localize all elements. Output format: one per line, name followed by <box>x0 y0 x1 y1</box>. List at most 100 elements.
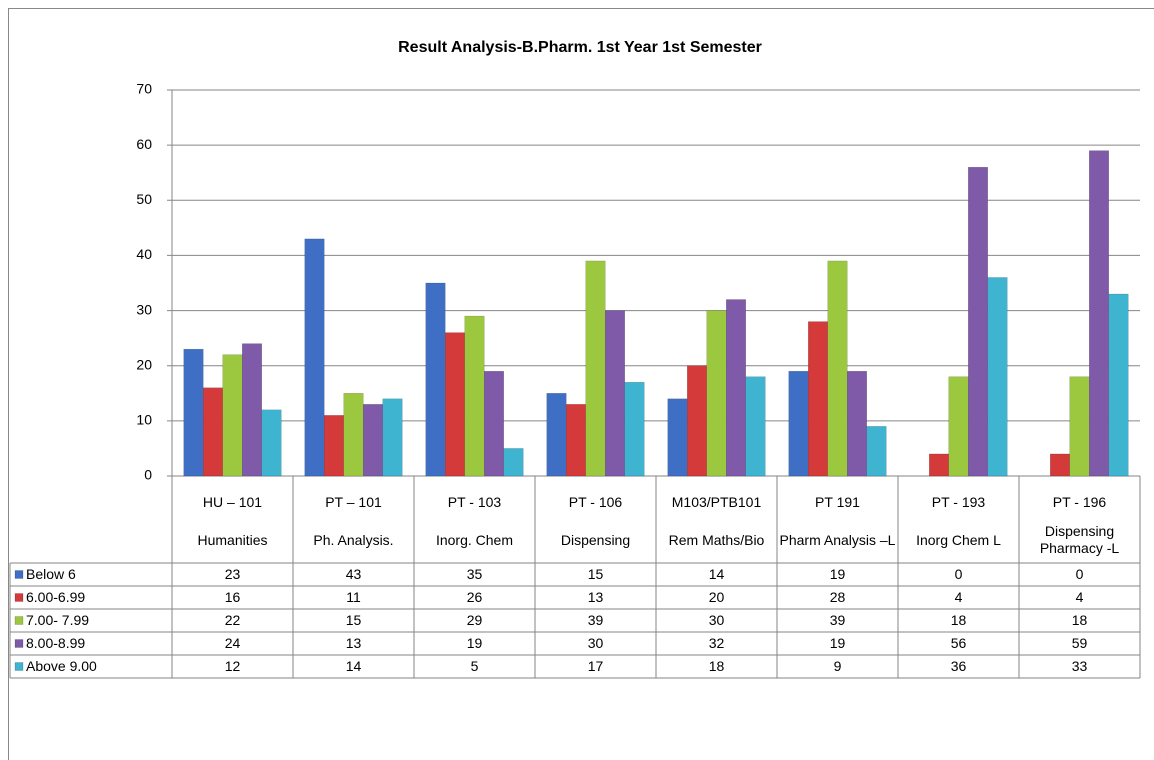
table-value: 35 <box>467 566 483 582</box>
table-value: 20 <box>709 589 725 605</box>
table-value: 26 <box>467 589 483 605</box>
bar <box>948 376 969 477</box>
table-value: 30 <box>588 635 604 651</box>
x-tick-label-box: PT 191 <box>815 493 860 510</box>
bar <box>242 343 262 477</box>
legend-key <box>14 616 24 625</box>
bar <box>624 382 645 477</box>
bar <box>667 398 688 477</box>
x-tick-label-box: PT - 196 <box>1053 494 1106 510</box>
table-value: 56 <box>951 635 967 651</box>
table-value: 18 <box>1072 612 1088 628</box>
legend-key <box>14 593 24 602</box>
table-value: 14 <box>709 566 725 582</box>
table-value: 4 <box>1076 589 1084 605</box>
bar <box>987 277 1008 477</box>
category-name-box: Inorg Chem L <box>916 531 1001 548</box>
table-value: 33 <box>1072 658 1088 674</box>
table-value: 5 <box>471 658 479 674</box>
x-tick-label: M103/PTB101 <box>671 493 762 510</box>
bar <box>261 409 282 477</box>
bar <box>343 393 364 477</box>
x-tick-label: HU – 101 <box>202 493 263 510</box>
table-value: 13 <box>588 589 604 605</box>
bar <box>546 393 567 477</box>
category-name: Humanities <box>197 531 268 548</box>
bar <box>687 365 707 477</box>
category-name: Inorg. Chem <box>435 531 514 548</box>
y-tick-label: 70 <box>136 81 152 97</box>
category-name: Inorg Chem L <box>916 531 1001 548</box>
table-value: 32 <box>709 635 725 651</box>
bar <box>363 404 383 477</box>
table-value: 39 <box>588 612 604 628</box>
bar <box>382 398 403 477</box>
table-value: 19 <box>467 635 483 651</box>
bar <box>1108 293 1129 477</box>
table-value: 13 <box>346 635 362 651</box>
table-value: 30 <box>709 612 725 628</box>
bar <box>203 387 223 477</box>
bar <box>503 448 524 477</box>
bar <box>929 453 949 477</box>
table-value: 17 <box>588 658 604 674</box>
category-name: Dispensing Pharmacy -L <box>1039 523 1120 556</box>
table-value: 0 <box>1076 566 1084 582</box>
bar <box>585 260 606 477</box>
bar <box>808 321 828 477</box>
bar <box>968 166 988 477</box>
legend-label: Below 6 <box>26 566 76 582</box>
x-tick-label: PT 191 <box>815 493 860 510</box>
y-tick-label: 60 <box>136 136 152 152</box>
table-value: 22 <box>225 612 241 628</box>
x-tick-label: PT - 103 <box>447 493 502 510</box>
table-value: 15 <box>346 612 362 628</box>
category-name: Pharm Analysis –L <box>779 531 896 548</box>
bar <box>788 370 809 477</box>
y-tick-label: 10 <box>136 412 152 428</box>
table-value: 9 <box>834 658 842 674</box>
table-value: 36 <box>951 658 967 674</box>
bar <box>484 370 504 477</box>
category-name-box: Pharm Analysis –L <box>779 531 896 548</box>
table-value: 39 <box>830 612 846 628</box>
x-tick-label-box: PT - 106 <box>569 494 622 510</box>
table-value: 16 <box>225 589 241 605</box>
chart-title: Result Analysis-B.Pharm. 1st Year 1st Se… <box>398 39 762 56</box>
table-value: 29 <box>467 612 483 628</box>
x-tick-label-box: HU – 101 <box>202 493 263 510</box>
legend-key <box>14 570 24 579</box>
legend-key <box>14 639 24 648</box>
legend-label: Above 9.00 <box>26 658 97 674</box>
table-value: 19 <box>830 566 846 582</box>
bar <box>425 282 446 477</box>
bar <box>445 332 465 477</box>
chart-border <box>8 8 1154 760</box>
category-name-box: Ph. Analysis. <box>313 532 393 548</box>
y-tick-label: 40 <box>136 246 152 262</box>
bar <box>222 354 243 477</box>
bar <box>304 238 325 477</box>
bar <box>1089 150 1109 477</box>
category-name-box: Inorg. Chem <box>435 531 514 548</box>
x-tick-label-box: PT - 103 <box>447 493 502 510</box>
table-value: 18 <box>709 658 725 674</box>
bar <box>726 299 746 477</box>
table-value: 59 <box>1072 635 1088 651</box>
table-value: 11 <box>346 589 361 605</box>
table-value: 28 <box>830 589 846 605</box>
category-name: Dispensing <box>560 531 631 548</box>
table-value: 0 <box>955 566 963 582</box>
category-name-box: Dispensing Pharmacy -L <box>1039 523 1120 556</box>
bar <box>847 370 867 477</box>
table-value: 19 <box>830 635 846 651</box>
legend-label: 8.00-8.99 <box>26 635 85 651</box>
y-tick-label: 0 <box>144 467 152 483</box>
bar <box>706 310 727 477</box>
x-tick-label: PT - 193 <box>931 493 986 510</box>
table-value: 14 <box>346 658 362 674</box>
table-value: 18 <box>951 612 967 628</box>
category-name: Rem Maths/Bio <box>668 531 765 548</box>
table-value: 24 <box>225 635 241 651</box>
